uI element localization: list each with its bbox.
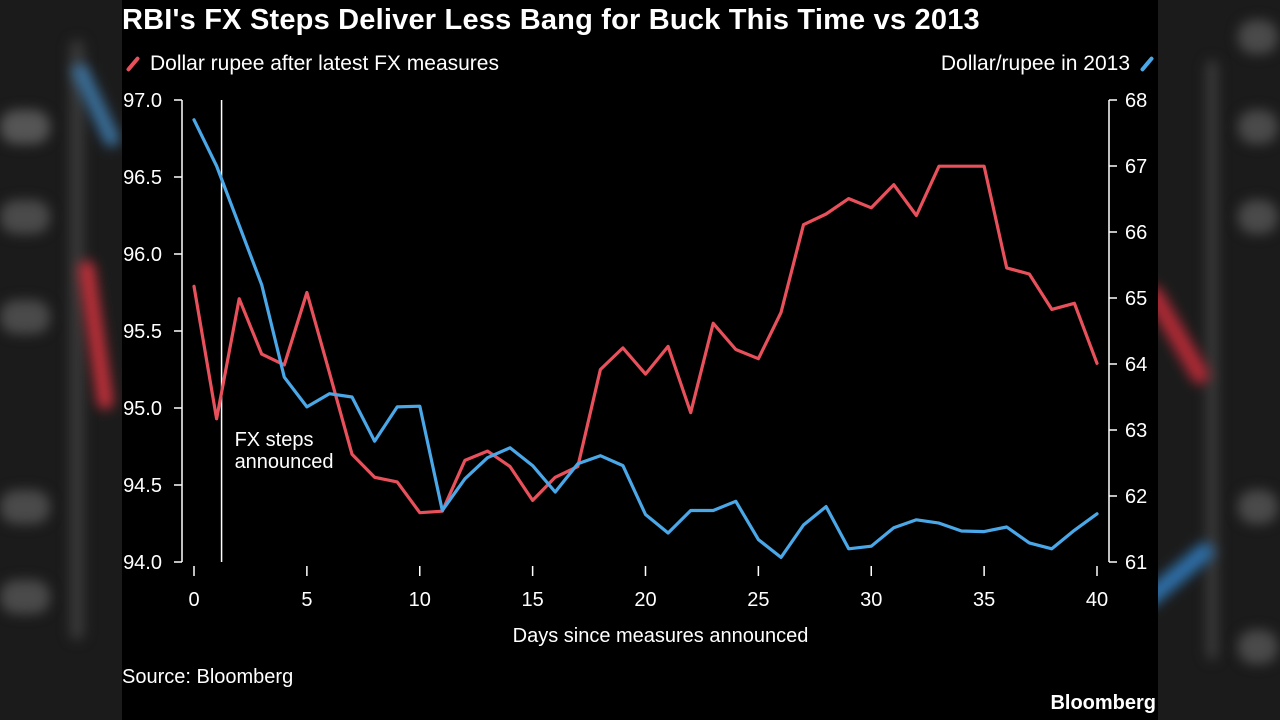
legend-label-red: Dollar rupee after latest FX measures — [150, 52, 499, 75]
series-line-red — [192, 164, 1099, 515]
right-axis-tick-label: 63 — [1125, 420, 1147, 442]
x-axis-title: Days since measures announced — [513, 625, 809, 647]
annotation-label: FX steps — [235, 429, 314, 451]
x-axis-tick-label: 30 — [860, 589, 882, 611]
x-axis-tick-label: 35 — [973, 589, 995, 611]
legend-item-blue: Dollar/rupee in 2013 — [941, 52, 1156, 76]
left-axis-tick-label: 96.0 — [123, 244, 162, 266]
right-axis-tick-label: 66 — [1125, 222, 1147, 244]
right-axis-tick-label: 61 — [1125, 552, 1147, 574]
left-axis-tick-label: 94.5 — [123, 475, 162, 497]
left-axis-tick-label: 95.5 — [123, 321, 162, 343]
background-blur-shape — [1238, 20, 1278, 54]
background-blur-shape — [70, 40, 84, 640]
x-axis-tick-label: 20 — [634, 589, 656, 611]
x-axis-tick-label: 40 — [1086, 589, 1108, 611]
legend-item-red: Dollar rupee after latest FX measures — [124, 52, 499, 76]
right-axis-tick-label: 64 — [1125, 354, 1147, 376]
right-axis-tick-label: 62 — [1125, 486, 1147, 508]
right-axis-tick-label: 67 — [1125, 156, 1147, 178]
x-axis-tick-label: 0 — [188, 589, 199, 611]
brand-logo-text: Bloomberg — [1050, 692, 1156, 714]
background-blur-shape — [1206, 60, 1218, 660]
right-axis-tick-label: 68 — [1125, 90, 1147, 112]
annotation-label: announced — [235, 451, 334, 473]
left-axis-tick-label: 97.0 — [123, 90, 162, 112]
legend-label-blue: Dollar/rupee in 2013 — [940, 52, 1130, 75]
right-axis-tick-label: 65 — [1125, 288, 1147, 310]
background-blur-shape — [1238, 200, 1278, 234]
x-axis-tick-label: 5 — [301, 589, 312, 611]
x-axis-tick-label: 15 — [522, 589, 544, 611]
background-blur-shape — [0, 110, 50, 144]
left-axis-tick-label: 95.0 — [123, 398, 162, 420]
background-right-panel — [1158, 0, 1280, 720]
background-blur-shape — [0, 200, 50, 234]
background-blur-shape — [1238, 630, 1278, 664]
chart-title: RBI's FX Steps Deliver Less Bang for Buc… — [122, 4, 980, 36]
x-axis-tick-label: 25 — [747, 589, 769, 611]
background-blur-shape — [0, 580, 50, 614]
x-axis-tick-label: 10 — [409, 589, 431, 611]
chart-card — [122, 0, 1158, 720]
background-left-panel — [0, 0, 122, 720]
background-blur-shape — [0, 490, 50, 524]
background-blur-shape — [1238, 490, 1278, 524]
source-note: Source: Bloomberg — [122, 666, 294, 688]
left-axis-tick-label: 94.0 — [123, 552, 162, 574]
background-blur-shape — [1238, 110, 1278, 144]
left-axis-tick-label: 96.5 — [123, 167, 162, 189]
background-blur-shape — [0, 300, 50, 334]
series-line-blue — [192, 118, 1099, 560]
